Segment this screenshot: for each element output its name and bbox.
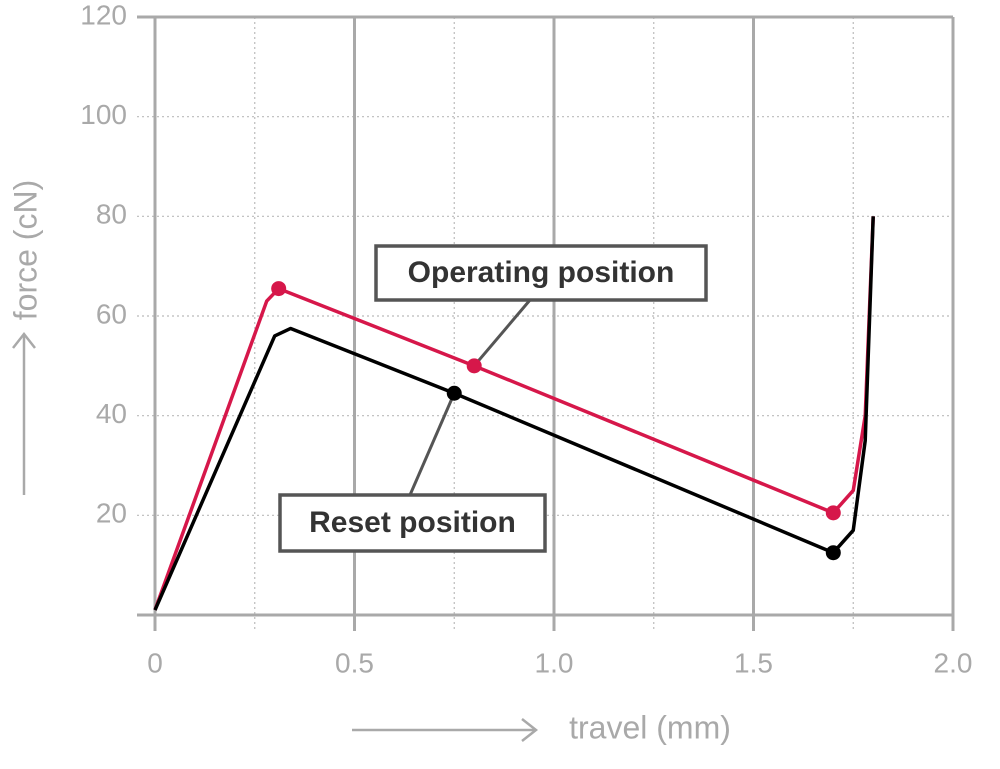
series-line (153, 216, 875, 611)
y-tick-label: 100 (80, 99, 127, 130)
x-tick-label: 0 (147, 647, 163, 678)
y-tick-label: 60 (96, 298, 127, 329)
y-tick-label: 20 (96, 498, 127, 529)
annotation-box (374, 244, 708, 302)
y-axis-label-group: force (cN) (7, 180, 43, 320)
marker (446, 385, 462, 401)
legend-label: Operating position (408, 256, 675, 289)
marker (825, 505, 841, 521)
callout-line (408, 392, 456, 496)
marker (825, 545, 841, 561)
y-tick-label: 40 (96, 398, 127, 429)
annotation-box (278, 493, 547, 553)
x-tick-label: 1.5 (734, 647, 773, 678)
marker (466, 358, 482, 374)
axis-arrows (12, 331, 539, 742)
marker (271, 281, 287, 297)
x-tick-label: 2.0 (934, 647, 973, 678)
series-line (153, 216, 875, 611)
x-tick-label: 1.0 (535, 647, 574, 678)
y-tick-label: 80 (96, 199, 127, 230)
x-axis-label: travel (mm) (569, 709, 731, 745)
y-tick-label: 120 (80, 0, 127, 30)
y-axis-label: force (cN) (7, 180, 43, 320)
callout-line (473, 299, 532, 367)
legend-label: Reset position (309, 506, 516, 539)
x-tick-label: 0.5 (335, 647, 374, 678)
